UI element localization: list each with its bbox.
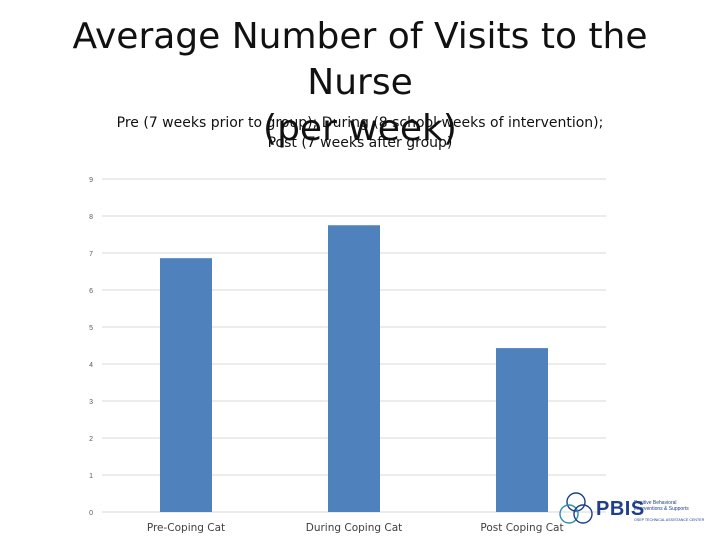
chart-subtitle: Pre (7 weeks prior to group); During (8 … (60, 113, 660, 153)
y-tick-label: 8 (89, 214, 93, 221)
y-tick-label: 1 (89, 473, 93, 480)
y-tick-label: 2 (89, 436, 93, 443)
bar (328, 225, 380, 512)
chart-title-line-2: (per week) (263, 108, 457, 149)
y-tick-label: 7 (89, 251, 93, 258)
pbis-logo-icon (559, 492, 593, 524)
y-tick-label: 9 (89, 177, 93, 184)
chart-subtitle-line-2: Post (7 weeks after group) (267, 135, 453, 151)
pbis-logo: PBIS Positive Behavioral Interventions &… (556, 490, 716, 528)
pbis-logo-subtext: Positive Behavioral Interventions & Supp… (634, 500, 694, 512)
y-tick-label: 5 (89, 325, 93, 332)
chart-subtitle-line-1: Pre (7 weeks prior to group); During (8 … (116, 115, 604, 131)
pbis-logo-text: PBIS (596, 498, 645, 520)
y-tick-label: 6 (89, 288, 93, 295)
y-tick-label: 4 (89, 362, 93, 369)
y-tick-label: 3 (89, 399, 93, 406)
chart-title: Average Number of Visits to the Nurse (p… (40, 14, 680, 152)
chart-title-line-1: Average Number of Visits to the Nurse (72, 16, 648, 103)
pbis-logo-line-2: Interventions & Supports (634, 506, 689, 512)
x-tick-label: Pre-Coping Cat (147, 522, 225, 534)
bar (160, 258, 212, 512)
pbis-logo-line-1: Positive Behavioral (634, 500, 677, 506)
y-tick-label: 0 (89, 510, 93, 517)
bar (496, 348, 548, 512)
pbis-logo-tagline: OSEP TECHNICAL ASSISTANCE CENTER (634, 518, 705, 522)
x-tick-label: Post Coping Cat (480, 522, 563, 534)
x-tick-label: During Coping Cat (306, 522, 403, 534)
